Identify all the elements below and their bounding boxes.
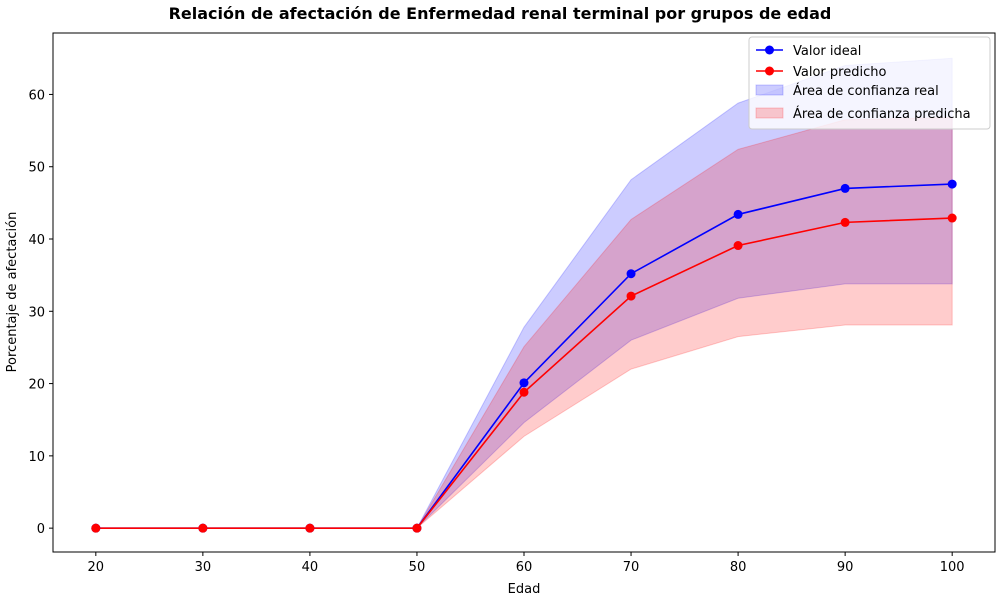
point-valor-predicho-80 — [733, 241, 743, 251]
point-valor-predicho-90 — [840, 217, 850, 227]
legend-label-valor-ideal: Valor ideal — [793, 44, 861, 59]
legend: Valor ideal Valor predicho Área de confi… — [748, 36, 991, 130]
band-area-de-confianza-predicha — [95, 117, 953, 529]
point-valor-ideal-70 — [626, 269, 636, 279]
legend-marker-valor-predicho — [765, 66, 774, 76]
y-tick-label-0: 0 — [37, 522, 45, 537]
x-tick-label-80: 80 — [730, 560, 747, 575]
legend-label-valor-predicho: Valor predicho — [793, 65, 886, 80]
x-tick-label-40: 40 — [302, 560, 319, 575]
point-valor-predicho-40 — [305, 523, 315, 533]
point-valor-predicho-60 — [519, 387, 529, 397]
y-tick-label-40: 40 — [28, 233, 45, 248]
chart-title: Relación de afectación de Enfermedad ren… — [169, 4, 832, 23]
x-tick-label-30: 30 — [195, 560, 212, 575]
x-tick-label-20: 20 — [88, 560, 105, 575]
y-axis-label: Porcentaje de afectación — [5, 212, 20, 373]
point-valor-predicho-50 — [412, 523, 422, 533]
x-tick-label-100: 100 — [940, 560, 965, 575]
y-tick-label-50: 50 — [28, 161, 45, 176]
x-tick-label-90: 90 — [837, 560, 854, 575]
point-valor-predicho-30 — [198, 523, 208, 533]
point-valor-ideal-80 — [733, 209, 743, 219]
point-valor-ideal-90 — [840, 183, 850, 193]
x-tick-label-50: 50 — [409, 560, 426, 575]
point-valor-ideal-60 — [519, 378, 529, 388]
legend-swatch-area-real — [755, 84, 784, 96]
legend-swatch-area-predicha — [755, 107, 784, 119]
y-tick-label-20: 20 — [28, 378, 45, 393]
y-tick-label-60: 60 — [28, 88, 45, 103]
series-markers — [91, 179, 957, 533]
point-valor-predicho-70 — [626, 291, 636, 301]
x-tick-label-60: 60 — [516, 560, 533, 575]
legend-marker-valor-ideal — [765, 45, 774, 55]
y-axis-ticks: 0 10 20 30 40 50 60 — [28, 88, 53, 537]
legend-label-area-predicha: Área de confianza predicha — [793, 106, 971, 122]
point-valor-predicho-100 — [947, 213, 957, 223]
point-valor-ideal-100 — [947, 179, 957, 189]
legend-label-area-real: Área de confianza real — [793, 83, 939, 99]
point-valor-predicho-20 — [91, 523, 101, 533]
x-tick-label-70: 70 — [623, 560, 640, 575]
x-axis-ticks: 20 30 40 50 60 70 80 90 100 — [88, 552, 965, 575]
legend-box — [748, 36, 991, 130]
y-tick-label-10: 10 — [28, 450, 45, 465]
x-axis-label: Edad — [508, 582, 541, 597]
y-tick-label-30: 30 — [28, 305, 45, 320]
